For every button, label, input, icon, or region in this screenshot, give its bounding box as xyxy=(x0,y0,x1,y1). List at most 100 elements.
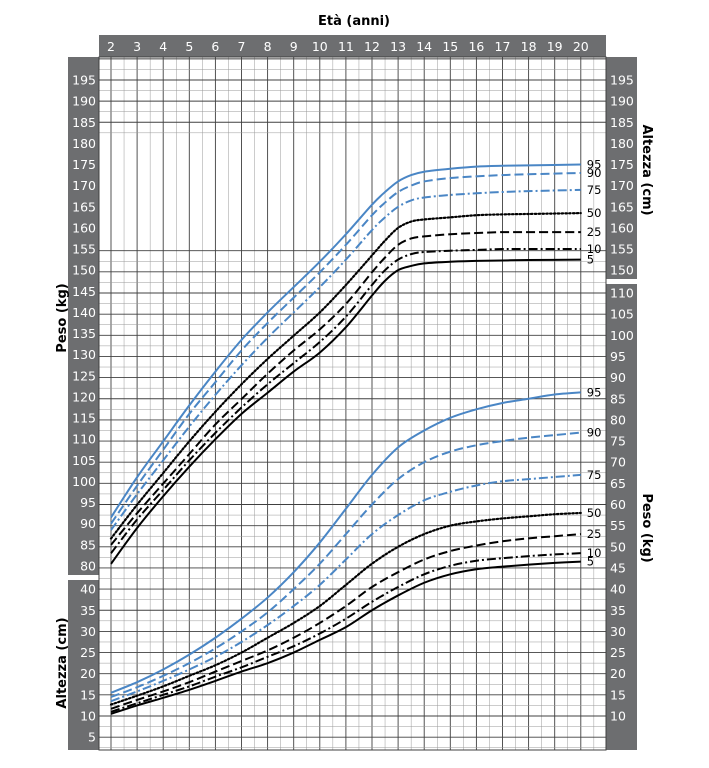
height-curve-p50 xyxy=(109,212,582,540)
right-lower-tick-label: 30 xyxy=(610,624,626,639)
right-lower-tick-label: 75 xyxy=(610,434,626,449)
right-lower-tick-label: 70 xyxy=(610,455,626,470)
height-curve-p90 xyxy=(110,171,581,525)
plot-border xyxy=(98,56,607,751)
left-upper-tick-label: 180 xyxy=(72,136,96,151)
left-lower-axis-band xyxy=(68,580,99,750)
right-lower-tick-label: 80 xyxy=(610,412,626,427)
left-upper-tick-label: 135 xyxy=(72,326,96,341)
left-upper-tick-label: 115 xyxy=(72,411,96,426)
weight-label-p50: 50 xyxy=(587,506,602,520)
height-curve-p25 xyxy=(110,231,581,546)
left-lower-tick-label: 35 xyxy=(80,603,96,618)
x-tick-label: 13 xyxy=(390,39,406,54)
x-tick-label: 2 xyxy=(107,39,115,54)
left-lower-tick-label: 10 xyxy=(80,709,96,724)
left-lower-tick-label: 25 xyxy=(80,645,96,660)
right-upper-axis-title: Altezza (cm) xyxy=(639,124,654,215)
x-tick-label: 6 xyxy=(211,39,219,54)
height-label-p50: 50 xyxy=(587,206,602,220)
right-upper-tick-label: 190 xyxy=(610,94,634,109)
right-lower-tick-label: 35 xyxy=(610,603,626,618)
left-upper-tick-label: 175 xyxy=(72,157,96,172)
right-lower-tick-label: 45 xyxy=(610,560,626,575)
weight-label-p90: 90 xyxy=(587,426,602,440)
weight-label-p95: 95 xyxy=(587,385,602,399)
tick-labels: 2 3 4 5 6 7 8 9 10 11 12 13 14 15 16 17 18 19 208085909510… xyxy=(72,39,634,745)
x-tick-label: 20 xyxy=(573,39,589,54)
left-upper-tick-label: 120 xyxy=(72,389,96,404)
left-upper-tick-label: 125 xyxy=(72,368,96,383)
left-upper-tick-label: 95 xyxy=(80,495,96,510)
height-label-p95: 95 xyxy=(587,158,602,172)
left-upper-tick-label: 80 xyxy=(80,559,96,574)
x-tick-label: 4 xyxy=(159,39,167,54)
right-lower-tick-label: 25 xyxy=(610,645,626,660)
left-upper-tick-label: 85 xyxy=(80,537,96,552)
percentile-curves xyxy=(109,163,582,715)
weight-curve-p5 xyxy=(110,560,581,715)
left-lower-tick-label: 40 xyxy=(80,582,96,597)
height-curve-p10 xyxy=(110,247,581,554)
left-upper-tick-label: 165 xyxy=(72,199,96,214)
weight-label-p10: 10 xyxy=(587,546,602,560)
x-tick-label: 9 xyxy=(290,39,298,54)
left-upper-tick-label: 145 xyxy=(72,284,96,299)
height-curve-p75 xyxy=(110,188,581,531)
right-upper-tick-label: 155 xyxy=(610,242,634,257)
x-tick-label: 3 xyxy=(133,39,141,54)
weight-curve-p25 xyxy=(110,533,581,710)
x-tick-label: 14 xyxy=(416,39,432,54)
height-label-p75: 75 xyxy=(587,183,602,197)
left-upper-tick-label: 195 xyxy=(72,73,96,88)
right-lower-tick-label: 55 xyxy=(610,518,626,533)
right-lower-tick-label: 90 xyxy=(610,370,626,385)
height-label-p5: 5 xyxy=(587,253,594,267)
x-tick-label: 10 xyxy=(312,39,328,54)
left-upper-tick-label: 190 xyxy=(72,94,96,109)
right-lower-axis-title: Peso (kg) xyxy=(639,493,654,562)
left-lower-tick-label: 20 xyxy=(80,666,96,681)
left-lower-tick-label: 15 xyxy=(80,687,96,702)
left-upper-tick-label: 90 xyxy=(80,516,96,531)
weight-label-p75: 75 xyxy=(587,468,602,482)
right-lower-tick-label: 85 xyxy=(610,391,626,406)
top-axis-band xyxy=(99,35,606,57)
right-lower-tick-label: 65 xyxy=(610,476,626,491)
right-upper-axis-band xyxy=(606,57,637,279)
left-upper-tick-label: 130 xyxy=(72,347,96,362)
left-lower-axis-title: Altezza (cm) xyxy=(55,617,70,708)
right-lower-tick-label: 110 xyxy=(610,286,634,301)
height-curve-p95 xyxy=(110,163,581,518)
left-upper-tick-label: 110 xyxy=(72,432,96,447)
left-upper-tick-label: 155 xyxy=(72,242,96,257)
right-upper-tick-label: 195 xyxy=(610,73,634,88)
x-tick-label: 15 xyxy=(442,39,458,54)
height-label-p10: 10 xyxy=(587,242,602,256)
left-upper-axis-title: Peso (kg) xyxy=(55,283,70,352)
weight-label-p5: 5 xyxy=(587,555,594,569)
left-upper-axis-band xyxy=(68,57,99,575)
x-tick-label: 17 xyxy=(495,39,511,54)
weight-curve-p95 xyxy=(110,391,581,694)
x-tick-label: 5 xyxy=(185,39,193,54)
x-tick-label: 18 xyxy=(521,39,537,54)
right-lower-tick-label: 15 xyxy=(610,687,626,702)
x-axis-title: Età (anni) xyxy=(318,14,390,29)
right-upper-tick-label: 150 xyxy=(610,263,634,278)
x-tick-label: 8 xyxy=(264,39,272,54)
right-upper-tick-label: 175 xyxy=(610,157,634,172)
right-lower-tick-label: 20 xyxy=(610,666,626,681)
weight-curve-p75 xyxy=(110,473,581,703)
right-lower-tick-label: 50 xyxy=(610,539,626,554)
right-lower-tick-label: 100 xyxy=(610,328,634,343)
right-lower-tick-label: 95 xyxy=(610,349,626,364)
weight-curve-p50 xyxy=(109,511,582,706)
right-lower-tick-label: 40 xyxy=(610,582,626,597)
weight-curve-p90 xyxy=(110,431,581,698)
right-lower-axis-band xyxy=(606,284,637,750)
x-tick-label: 16 xyxy=(468,39,484,54)
right-lower-tick-label: 10 xyxy=(610,709,626,724)
height-label-p25: 25 xyxy=(587,225,602,239)
